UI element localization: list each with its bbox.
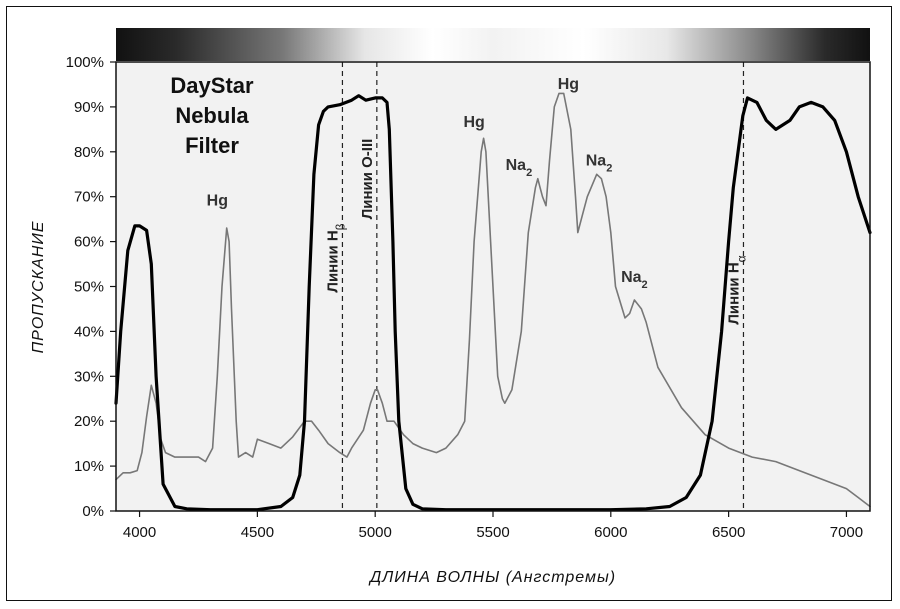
y-tick-label: 50% xyxy=(74,279,104,296)
x-tick-label: 4000 xyxy=(123,524,156,541)
x-tick-label: 5500 xyxy=(476,524,509,541)
x-axis-label: ДЛИНА ВОЛНЫ (Ангстремы) xyxy=(368,569,616,586)
y-tick-label: 40% xyxy=(74,323,104,340)
reference-line-label: Линии O-III xyxy=(359,139,376,220)
chart-title-line: Filter xyxy=(185,133,239,158)
x-tick-label: 4500 xyxy=(241,524,274,541)
peak-label: Na2 xyxy=(506,157,533,179)
y-tick-label: 80% xyxy=(74,144,104,161)
x-tick-label: 7000 xyxy=(830,524,863,541)
y-tick-label: 10% xyxy=(74,458,104,475)
peak-label: Hg xyxy=(207,193,228,210)
y-tick-label: 30% xyxy=(74,368,104,385)
y-tick-label: 90% xyxy=(74,99,104,116)
y-tick-label: 70% xyxy=(74,189,104,206)
x-tick-label: 6000 xyxy=(594,524,627,541)
y-axis-label: ПРОПУСКАНИЕ xyxy=(30,221,47,354)
y-tick-label: 100% xyxy=(66,54,104,71)
peak-label: Na2 xyxy=(586,152,613,174)
x-tick-label: 5000 xyxy=(359,524,392,541)
chart-title: DayStar Nebula Filter xyxy=(170,73,254,158)
chart-frame xyxy=(6,6,892,601)
peak-label: Na2 xyxy=(621,269,648,291)
spectrum-band xyxy=(116,28,870,61)
y-tick-label: 0% xyxy=(82,503,104,520)
emission-spectrum-line xyxy=(115,92,871,508)
filter-transmission-line xyxy=(114,94,872,512)
chart-title-line: Nebula xyxy=(175,103,249,128)
peak-label: Hg xyxy=(463,114,484,131)
y-tick-label: 20% xyxy=(74,413,104,430)
x-tick-label: 6500 xyxy=(712,524,745,541)
chart-title-line: DayStar xyxy=(170,73,254,98)
y-tick-label: 60% xyxy=(74,234,104,251)
peak-label: Hg xyxy=(558,76,579,93)
